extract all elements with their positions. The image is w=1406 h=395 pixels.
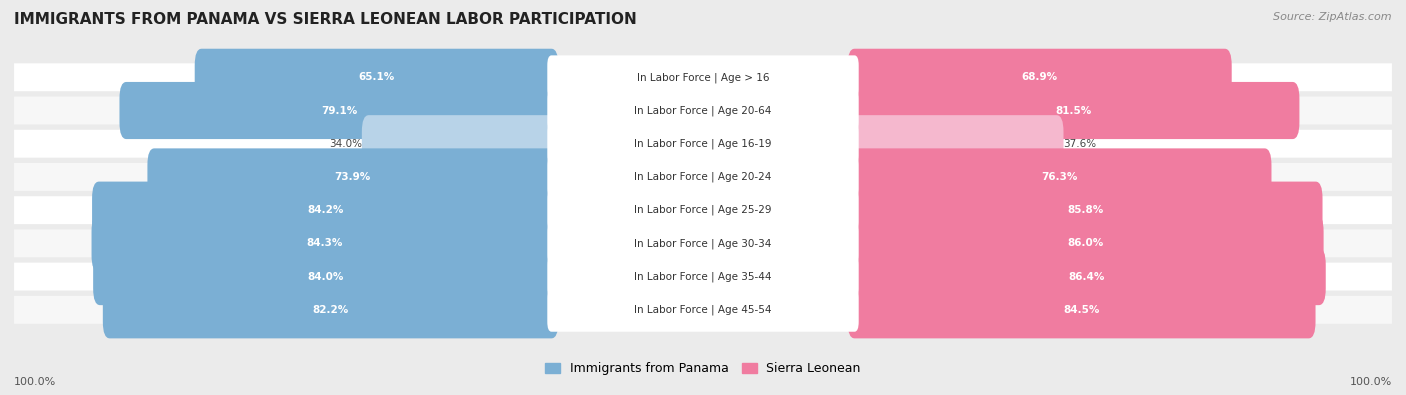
FancyBboxPatch shape: [547, 155, 859, 199]
Text: 34.0%: 34.0%: [329, 139, 361, 149]
Text: Source: ZipAtlas.com: Source: ZipAtlas.com: [1274, 12, 1392, 22]
Text: 84.3%: 84.3%: [307, 238, 343, 248]
Text: 86.4%: 86.4%: [1069, 272, 1105, 282]
Text: IMMIGRANTS FROM PANAMA VS SIERRA LEONEAN LABOR PARTICIPATION: IMMIGRANTS FROM PANAMA VS SIERRA LEONEAN…: [14, 12, 637, 27]
Text: In Labor Force | Age 16-19: In Labor Force | Age 16-19: [634, 139, 772, 149]
FancyBboxPatch shape: [848, 215, 1323, 272]
FancyBboxPatch shape: [14, 196, 1392, 224]
Text: 68.9%: 68.9%: [1022, 72, 1057, 82]
FancyBboxPatch shape: [14, 296, 1392, 324]
FancyBboxPatch shape: [91, 215, 558, 272]
FancyBboxPatch shape: [547, 122, 859, 166]
FancyBboxPatch shape: [14, 229, 1392, 257]
FancyBboxPatch shape: [148, 149, 558, 205]
FancyBboxPatch shape: [848, 248, 1326, 305]
FancyBboxPatch shape: [14, 63, 1392, 91]
FancyBboxPatch shape: [848, 149, 1271, 205]
Text: In Labor Force | Age 30-34: In Labor Force | Age 30-34: [634, 238, 772, 248]
FancyBboxPatch shape: [848, 182, 1323, 239]
FancyBboxPatch shape: [14, 96, 1392, 124]
FancyBboxPatch shape: [14, 263, 1392, 291]
Text: 84.5%: 84.5%: [1063, 305, 1099, 315]
Text: In Labor Force | Age 25-29: In Labor Force | Age 25-29: [634, 205, 772, 215]
FancyBboxPatch shape: [848, 82, 1299, 139]
Text: In Labor Force | Age 20-24: In Labor Force | Age 20-24: [634, 172, 772, 182]
FancyBboxPatch shape: [848, 49, 1232, 106]
FancyBboxPatch shape: [547, 288, 859, 332]
Text: 84.0%: 84.0%: [308, 272, 344, 282]
Legend: Immigrants from Panama, Sierra Leonean: Immigrants from Panama, Sierra Leonean: [540, 357, 866, 380]
Text: In Labor Force | Age 20-64: In Labor Force | Age 20-64: [634, 105, 772, 116]
FancyBboxPatch shape: [120, 82, 558, 139]
Text: 85.8%: 85.8%: [1067, 205, 1104, 215]
Text: 73.9%: 73.9%: [335, 172, 371, 182]
Text: 81.5%: 81.5%: [1056, 105, 1091, 115]
FancyBboxPatch shape: [93, 248, 558, 305]
FancyBboxPatch shape: [547, 222, 859, 265]
Text: 84.2%: 84.2%: [307, 205, 343, 215]
Text: In Labor Force | Age 45-54: In Labor Force | Age 45-54: [634, 305, 772, 315]
FancyBboxPatch shape: [547, 255, 859, 299]
FancyBboxPatch shape: [194, 49, 558, 106]
Text: 79.1%: 79.1%: [321, 105, 357, 115]
Text: 65.1%: 65.1%: [359, 72, 395, 82]
Text: In Labor Force | Age 35-44: In Labor Force | Age 35-44: [634, 271, 772, 282]
FancyBboxPatch shape: [547, 188, 859, 232]
Text: 37.6%: 37.6%: [1063, 139, 1097, 149]
FancyBboxPatch shape: [547, 55, 859, 99]
Text: In Labor Force | Age > 16: In Labor Force | Age > 16: [637, 72, 769, 83]
FancyBboxPatch shape: [91, 182, 558, 239]
FancyBboxPatch shape: [547, 88, 859, 132]
Text: 100.0%: 100.0%: [1350, 377, 1392, 387]
Text: 82.2%: 82.2%: [312, 305, 349, 315]
FancyBboxPatch shape: [848, 115, 1063, 172]
FancyBboxPatch shape: [361, 115, 558, 172]
FancyBboxPatch shape: [848, 281, 1316, 339]
Text: 76.3%: 76.3%: [1042, 172, 1078, 182]
FancyBboxPatch shape: [14, 130, 1392, 158]
FancyBboxPatch shape: [14, 163, 1392, 191]
Text: 86.0%: 86.0%: [1067, 238, 1104, 248]
Text: 100.0%: 100.0%: [14, 377, 56, 387]
FancyBboxPatch shape: [103, 281, 558, 339]
